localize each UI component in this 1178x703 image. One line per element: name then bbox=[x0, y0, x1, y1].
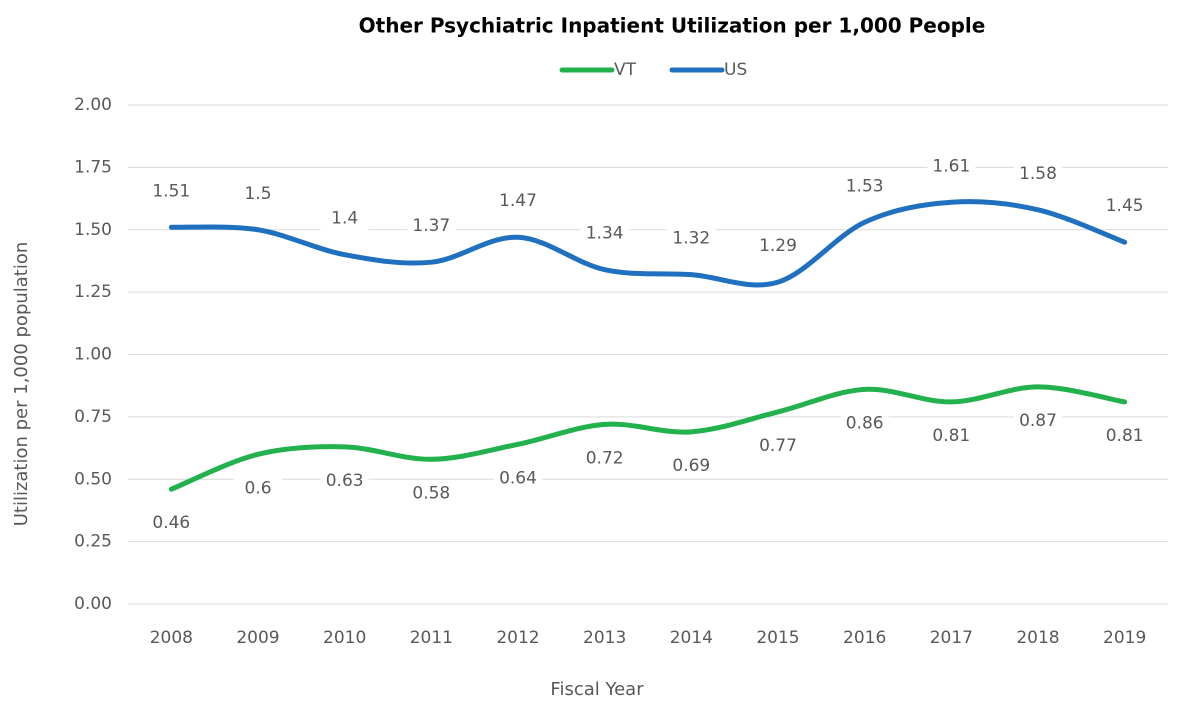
data-label: 0.6 bbox=[244, 478, 271, 498]
data-label: 0.46 bbox=[152, 513, 190, 533]
data-label-bg bbox=[754, 234, 802, 259]
data-label: 1.34 bbox=[586, 224, 624, 244]
x-tick-label: 2013 bbox=[583, 628, 626, 648]
data-label: 0.86 bbox=[846, 413, 884, 433]
y-tick-label: 1.25 bbox=[74, 282, 112, 302]
x-tick-label: 2019 bbox=[1103, 628, 1146, 648]
x-tick-label: 2014 bbox=[670, 628, 713, 648]
data-label: 0.87 bbox=[1019, 411, 1057, 431]
y-tick-label: 0.25 bbox=[74, 532, 112, 552]
x-tick-label: 2018 bbox=[1016, 628, 1059, 648]
series-line bbox=[168, 384, 1128, 492]
data-label-bg bbox=[234, 181, 282, 206]
x-tick-label: 2016 bbox=[843, 628, 886, 648]
x-tick-label: 2008 bbox=[150, 628, 193, 648]
data-label-bg bbox=[407, 481, 456, 506]
data-label-bg bbox=[234, 476, 282, 501]
data-label-bg bbox=[494, 189, 542, 214]
data-label-bg bbox=[840, 411, 889, 436]
y-tick-label: 1.75 bbox=[74, 157, 112, 177]
chart-title: Other Psychiatric Inpatient Utilization … bbox=[359, 14, 986, 38]
data-label: 1.58 bbox=[1019, 164, 1057, 184]
data-label: 1.61 bbox=[932, 156, 970, 176]
data-label-bg bbox=[1100, 194, 1149, 219]
y-tick-label: 2.00 bbox=[74, 95, 112, 115]
data-label: 0.63 bbox=[326, 471, 364, 491]
data-label: 0.77 bbox=[759, 436, 797, 456]
x-tick-label: 2015 bbox=[756, 628, 799, 648]
y-tick-label: 0.75 bbox=[74, 407, 112, 427]
data-label: 1.37 bbox=[412, 216, 450, 236]
data-label: 0.72 bbox=[586, 448, 624, 468]
y-tick-label: 1.50 bbox=[74, 220, 112, 240]
data-label-bg bbox=[927, 154, 976, 179]
x-tick-label: 2017 bbox=[930, 628, 973, 648]
data-label-bg bbox=[580, 446, 629, 471]
data-label: 1.5 bbox=[244, 184, 271, 204]
data-label: 0.58 bbox=[412, 483, 450, 503]
data-label: 1.45 bbox=[1106, 196, 1144, 216]
data-label-bg bbox=[494, 466, 542, 491]
y-tick-label: 0.00 bbox=[74, 594, 112, 614]
data-label: 1.4 bbox=[331, 209, 358, 229]
data-label-bg bbox=[147, 511, 196, 536]
data-label: 0.81 bbox=[932, 426, 970, 446]
x-tick-label: 2010 bbox=[323, 628, 366, 648]
data-label-bg bbox=[580, 221, 629, 246]
data-label: 1.51 bbox=[152, 181, 190, 201]
data-label-bg bbox=[667, 226, 716, 251]
data-label-bg bbox=[147, 179, 196, 204]
data-label: 1.47 bbox=[499, 191, 537, 211]
data-label: 0.69 bbox=[672, 456, 710, 476]
data-label-bg bbox=[754, 433, 802, 458]
legend-label: US bbox=[724, 60, 747, 80]
data-label-bg bbox=[1014, 408, 1062, 433]
data-label-bg bbox=[407, 214, 456, 239]
y-tick-label: 1.00 bbox=[74, 345, 112, 365]
data-label-bg bbox=[1100, 423, 1149, 448]
y-axis-title: Utilization per 1,000 population bbox=[11, 242, 32, 527]
data-label: 1.29 bbox=[759, 236, 797, 256]
data-label-bg bbox=[320, 206, 369, 231]
series-line bbox=[168, 199, 1128, 288]
x-tick-label: 2011 bbox=[410, 628, 453, 648]
x-tick-label: 2012 bbox=[496, 628, 539, 648]
data-label: 1.53 bbox=[846, 176, 884, 196]
x-axis-title: Fiscal Year bbox=[550, 679, 644, 700]
data-label-bg bbox=[667, 453, 716, 478]
data-label-bg bbox=[927, 423, 976, 448]
data-label: 1.32 bbox=[672, 229, 710, 249]
data-label: 0.81 bbox=[1106, 426, 1144, 446]
data-label-bg bbox=[1014, 161, 1062, 186]
data-label-bg bbox=[840, 174, 889, 199]
legend-label: VT bbox=[614, 60, 637, 80]
data-label: 0.64 bbox=[499, 468, 537, 488]
data-label-bg bbox=[320, 468, 369, 493]
x-tick-label: 2009 bbox=[236, 628, 279, 648]
y-tick-label: 0.50 bbox=[74, 469, 112, 489]
